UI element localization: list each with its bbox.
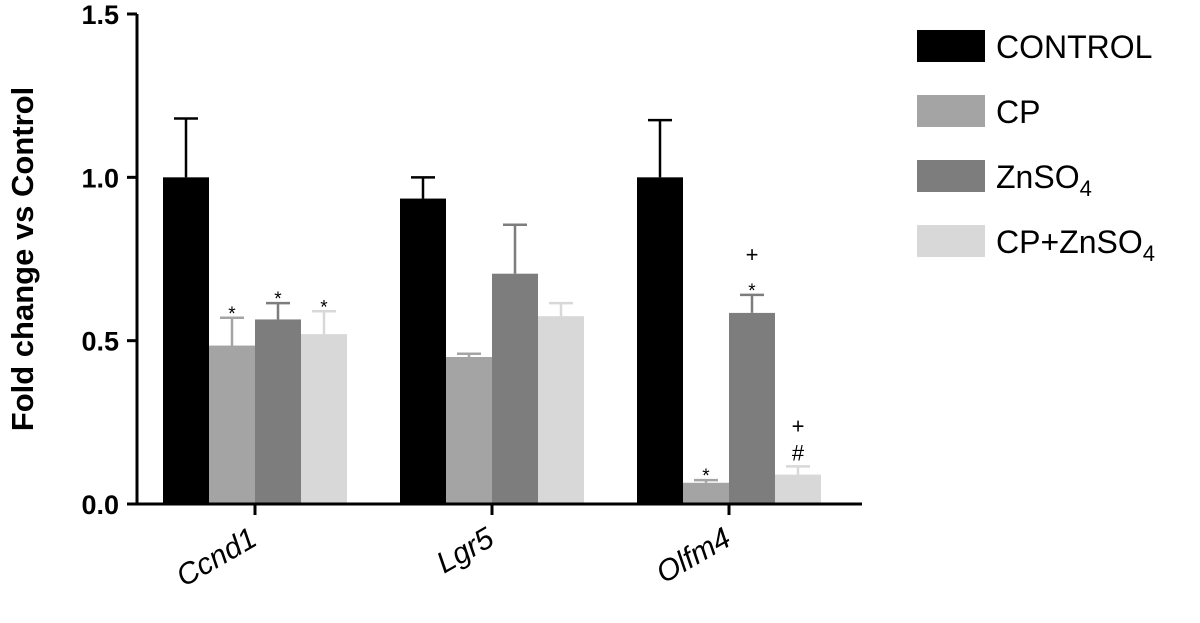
legend-label-subscript: 4 (1143, 241, 1155, 266)
legend-label-1: CONTROL (996, 29, 1152, 65)
legend-swatch-4 (917, 225, 985, 257)
legend-label-text: CP (996, 94, 1040, 130)
y-axis-title: Fold change vs Control (5, 87, 40, 431)
legend-swatch-3 (917, 160, 985, 192)
y-tick-label: 1.5 (81, 0, 119, 30)
bar-lgr5-3 (492, 273, 538, 504)
significance-mark: * (702, 466, 710, 487)
legend-label-subscript: 4 (1080, 176, 1092, 201)
legend-label-3: ZnSO4 (996, 159, 1092, 201)
significance-mark: * (228, 304, 236, 325)
bar-lgr5-4 (538, 316, 584, 504)
legend-label-4: CP+ZnSO4 (996, 224, 1155, 266)
bar-ccnd1-3 (255, 319, 301, 504)
significance-mark: + (792, 413, 805, 438)
x-tick-label: Ccnd1 (171, 521, 263, 593)
legend-label-text: ZnSO (996, 159, 1080, 195)
bar-olfm4-3 (729, 312, 775, 504)
bar-ccnd1-4 (301, 334, 347, 504)
bar-olfm4-1 (637, 177, 683, 505)
legend-swatch-2 (917, 95, 985, 127)
significance-mark: * (748, 281, 756, 302)
y-tick-label: 1.0 (81, 163, 119, 193)
significance-mark: # (792, 440, 805, 465)
bar-ccnd1-1 (163, 177, 209, 505)
x-tick-label: Olfm4 (651, 521, 737, 590)
significance-mark: + (746, 242, 759, 267)
legend-label-text: CONTROL (996, 29, 1152, 65)
legend-swatch-1 (917, 30, 985, 62)
plot-area: *** *+*#+ (163, 117, 821, 505)
legend-label-2: CP (996, 94, 1040, 130)
bar-lgr5-2 (446, 357, 492, 504)
bar-ccnd1-2 (209, 345, 255, 504)
bar-lgr5-1 (400, 198, 446, 505)
legend-label-text: CP+ZnSO (996, 224, 1143, 260)
x-tick-label: Lgr5 (431, 521, 500, 580)
y-tick-label: 0.5 (81, 327, 119, 357)
y-tick-label: 0.0 (81, 490, 119, 520)
significance-mark: * (320, 297, 328, 318)
significance-mark: * (274, 289, 282, 310)
bar-olfm4-4 (775, 474, 821, 504)
bar-olfm4-2 (683, 482, 729, 504)
